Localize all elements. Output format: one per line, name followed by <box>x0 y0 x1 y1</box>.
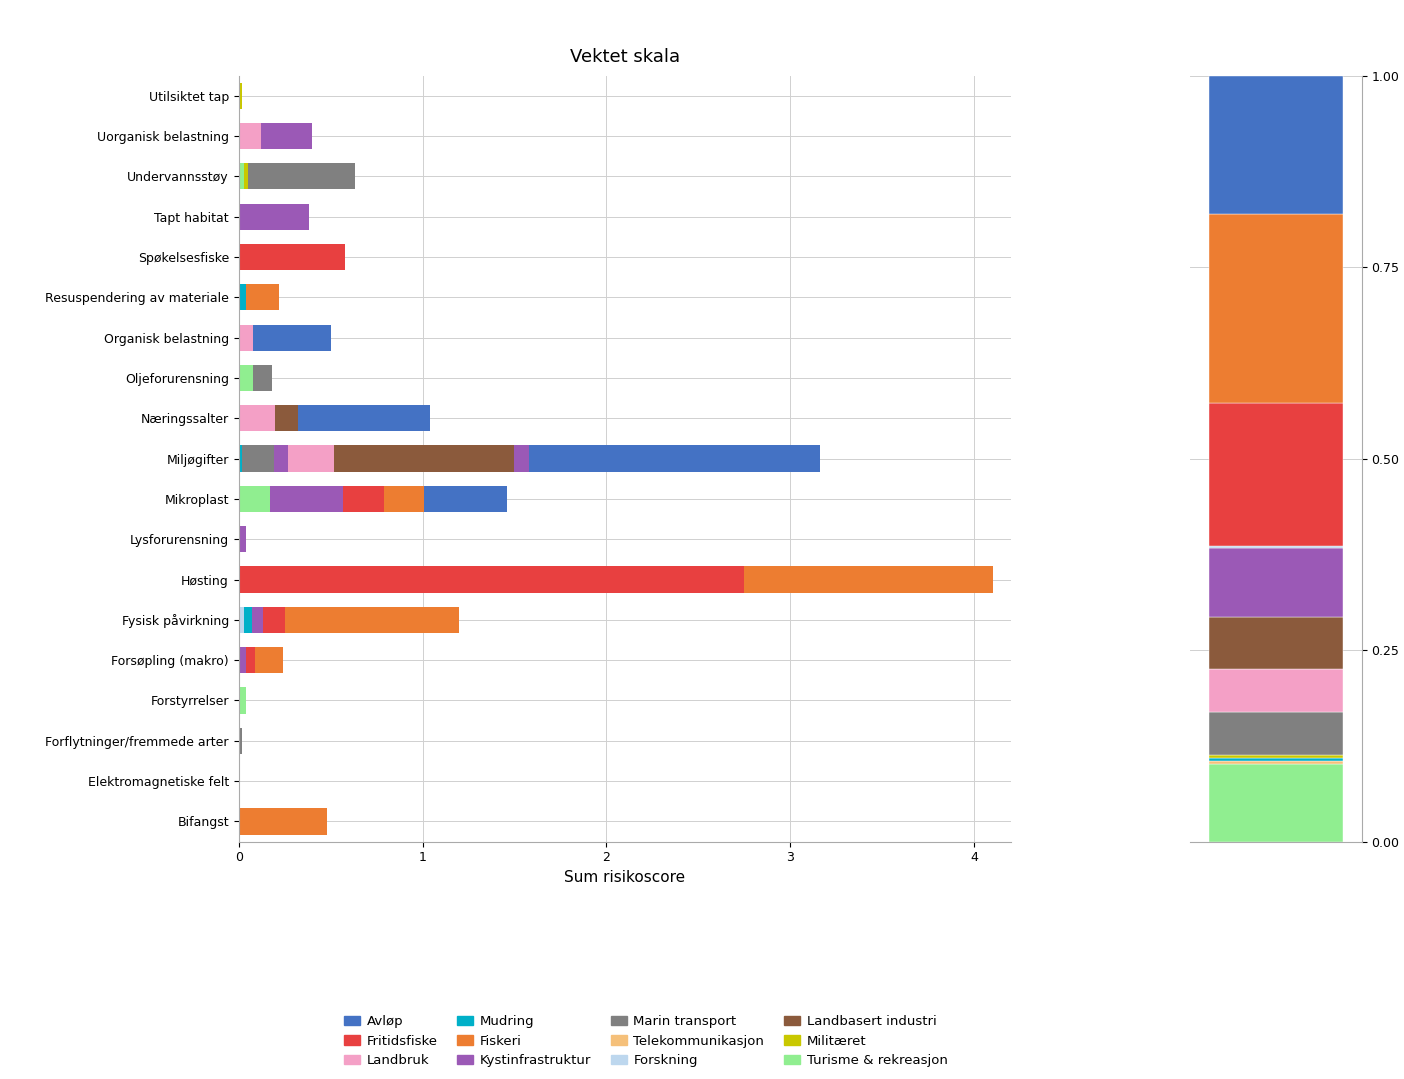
Bar <box>1209 755 1342 757</box>
Bar <box>239 486 270 513</box>
Bar <box>288 446 334 472</box>
Bar <box>243 446 274 472</box>
Bar <box>256 647 282 673</box>
Title: Vektet skala: Vektet skala <box>570 47 680 66</box>
Bar <box>424 486 507 513</box>
Bar <box>239 527 246 552</box>
Bar <box>1209 757 1342 762</box>
Bar <box>1209 669 1342 712</box>
Bar <box>253 365 272 391</box>
Bar <box>239 163 244 190</box>
Bar <box>239 204 309 230</box>
Bar <box>1209 214 1342 404</box>
Bar <box>239 647 246 673</box>
Bar <box>244 163 249 190</box>
X-axis label: Sum risikoscore: Sum risikoscore <box>564 870 685 885</box>
Bar <box>529 446 820 472</box>
Bar <box>249 163 355 190</box>
Bar <box>1209 617 1342 669</box>
Bar <box>270 486 344 513</box>
Bar <box>744 566 993 592</box>
Bar <box>239 284 246 311</box>
Legend: Avløp, Fritidsfiske, Landbruk, Mudring, Fiskeri, Kystinfrastruktur, Marin transp: Avløp, Fritidsfiske, Landbruk, Mudring, … <box>338 1010 953 1073</box>
Bar <box>244 606 251 633</box>
Bar <box>239 566 744 592</box>
Bar <box>246 284 279 311</box>
Bar <box>285 606 459 633</box>
Bar <box>514 446 529 472</box>
Bar <box>1209 404 1342 546</box>
Bar <box>239 365 253 391</box>
Bar <box>239 325 253 351</box>
Bar <box>239 123 261 149</box>
Bar <box>239 727 243 754</box>
Bar <box>1209 712 1342 755</box>
Bar <box>1209 76 1342 214</box>
Bar <box>1209 546 1342 548</box>
Bar <box>253 325 330 351</box>
Bar <box>261 123 312 149</box>
Bar <box>298 405 430 432</box>
Bar <box>239 405 275 432</box>
Bar <box>239 606 244 633</box>
Bar <box>1209 548 1342 617</box>
Bar <box>239 808 327 834</box>
Bar <box>263 606 285 633</box>
Bar <box>251 606 263 633</box>
Bar <box>274 446 288 472</box>
Bar <box>239 446 243 472</box>
Bar <box>239 83 243 109</box>
Bar <box>275 405 298 432</box>
Bar <box>344 486 383 513</box>
Bar <box>383 486 424 513</box>
Bar <box>239 244 345 270</box>
Bar <box>334 446 514 472</box>
Bar <box>1209 764 1342 842</box>
Bar <box>246 647 256 673</box>
Bar <box>1209 762 1342 764</box>
Bar <box>239 687 246 713</box>
